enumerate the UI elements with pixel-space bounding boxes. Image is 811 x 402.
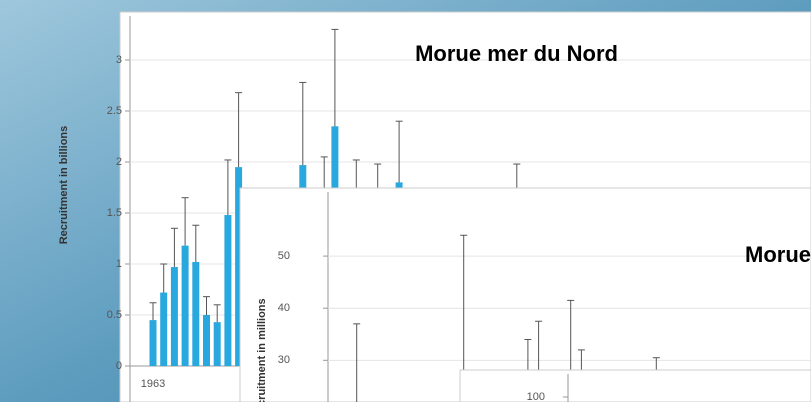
bar [170,267,178,366]
y-tick-label: 50 [278,250,290,262]
y-tick-label: 2.5 [107,105,122,117]
y-axis-label: Recruitment in billions [58,126,70,245]
bar [160,292,168,366]
chart-panel [459,369,811,402]
y-tick-label: 1 [116,258,122,270]
chart-title: Morue mer du Nord [415,41,618,66]
y-tick-label: 0.5 [107,309,122,321]
x-tick-label: 1963 [141,378,165,390]
bar [192,261,200,366]
y-tick-label: 30 [278,354,290,366]
bar [213,322,221,366]
bar [235,167,243,366]
bar [224,215,232,366]
bar [203,315,210,366]
bar [149,320,157,366]
y-tick-label: 3 [116,54,122,66]
chart-panel [239,187,811,402]
y-tick-label: 40 [278,302,290,314]
y-tick-label: 0 [116,360,122,372]
y-tick-label: 100 [527,391,545,402]
y-tick-label: 1.5 [107,207,122,219]
y-tick-label: 2 [116,156,122,168]
bar [181,245,189,366]
y-axis-label: Recruitment in millions [256,298,268,402]
chart-title: Morue [745,242,811,267]
